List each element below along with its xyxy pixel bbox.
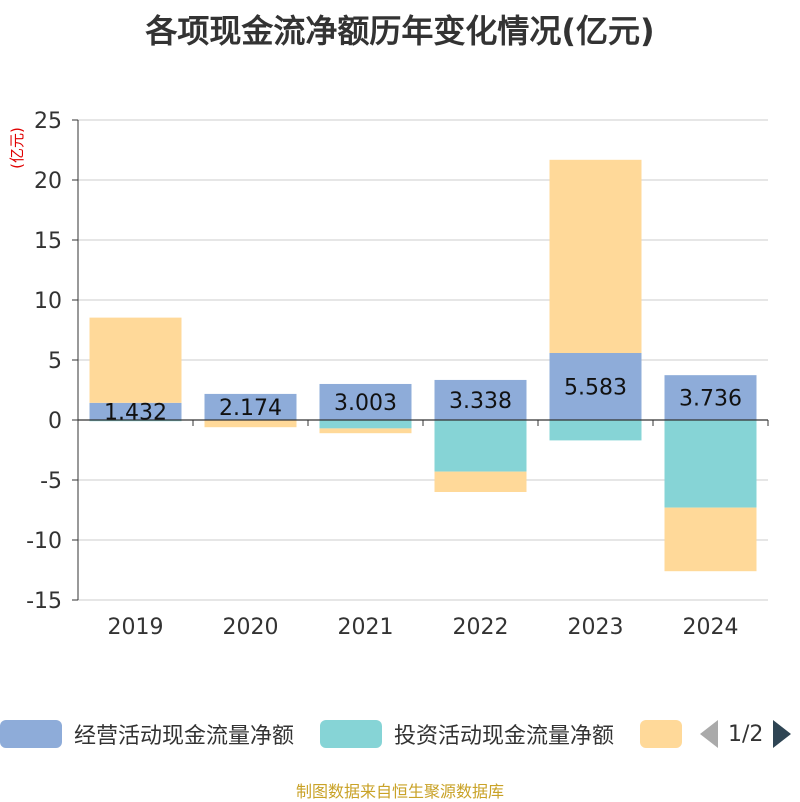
bar-s0-2024 — [664, 375, 757, 420]
y-tick-label: -15 — [26, 589, 62, 614]
y-tick-label: -5 — [40, 469, 62, 494]
bar-s0-2023 — [549, 353, 642, 420]
bar-s1-2023 — [549, 420, 642, 441]
legend-item-third[interactable] — [640, 718, 682, 750]
bar-s0-2019 — [89, 402, 182, 420]
legend-prev-arrow-icon[interactable] — [700, 720, 718, 748]
x-tick-label: 2024 — [683, 615, 739, 640]
chart-area: 25 20 15 10 5 0 -5 -10 -15 (亿元) 2019 2020 2021 2022 20… — [8, 109, 769, 640]
legend-swatch-investing — [320, 720, 382, 748]
legend-swatch-operating — [0, 720, 62, 748]
bar-s2-2019 — [89, 317, 182, 403]
legend-item-investing[interactable]: 投资活动现金流量净额 — [320, 718, 614, 750]
bars — [89, 159, 757, 572]
legend-page-indicator: 1/2 — [728, 721, 764, 747]
y-tick-label: 0 — [48, 409, 62, 434]
legend-label-operating: 经营活动现金流量净额 — [74, 724, 295, 749]
legend-item-operating[interactable]: 经营活动现金流量净额 — [0, 718, 294, 750]
bar-s1-2021 — [319, 420, 412, 429]
y-axis-unit-label: (亿元) — [8, 127, 26, 169]
data-label: 5.583 — [564, 376, 627, 401]
data-labels: 1.432 2.174 3.003 3.338 5.583 3.736 — [104, 376, 742, 426]
bar-s1-2024 — [664, 420, 757, 508]
legend-pager: 1/2 — [700, 718, 792, 750]
data-label: 3.736 — [679, 387, 742, 412]
x-tick-label: 2019 — [108, 615, 164, 640]
data-label: 3.338 — [449, 389, 512, 414]
bar-s0-2020 — [204, 393, 297, 420]
bar-s2-2020 — [204, 420, 297, 428]
x-tick-label: 2023 — [568, 615, 624, 640]
bar-s2-2024 — [664, 507, 757, 572]
legend-swatch-third — [640, 720, 682, 748]
source-note: 制图数据来自恒生聚源数据库 — [295, 782, 504, 801]
bar-s0-2021 — [319, 383, 412, 420]
y-tick-label: 15 — [34, 229, 62, 254]
bar-s0-2022 — [434, 379, 527, 420]
data-label: 1.432 — [104, 400, 167, 425]
bar-s2-2022 — [434, 471, 527, 492]
y-tick-label: 10 — [34, 289, 62, 314]
bar-s1-2022 — [434, 420, 527, 472]
chart-title: 各项现金流净额历年变化情况(亿元) — [145, 12, 655, 50]
data-label: 3.003 — [334, 391, 397, 416]
x-tick-label: 2022 — [453, 615, 509, 640]
legend-label-investing: 投资活动现金流量净额 — [394, 724, 615, 749]
data-label: 2.174 — [219, 396, 282, 421]
legend-next-arrow-icon[interactable] — [773, 720, 792, 748]
x-tick-label: 2020 — [223, 615, 279, 640]
y-tick-label: 5 — [48, 349, 62, 374]
y-tick-label: 20 — [34, 169, 62, 194]
y-tick-label: 25 — [34, 109, 62, 134]
bar-s2-2021 — [319, 428, 412, 434]
y-tick-label: -10 — [26, 529, 62, 554]
legend: 经营活动现金流量净额 投资活动现金流量净额 1/2 — [0, 712, 800, 756]
axes: 25 20 15 10 5 0 -5 -10 -15 (亿元) 2019 2020 2021 2022 20… — [8, 109, 769, 640]
bar-s2-2023 — [549, 159, 642, 354]
x-tick-label: 2021 — [338, 615, 394, 640]
